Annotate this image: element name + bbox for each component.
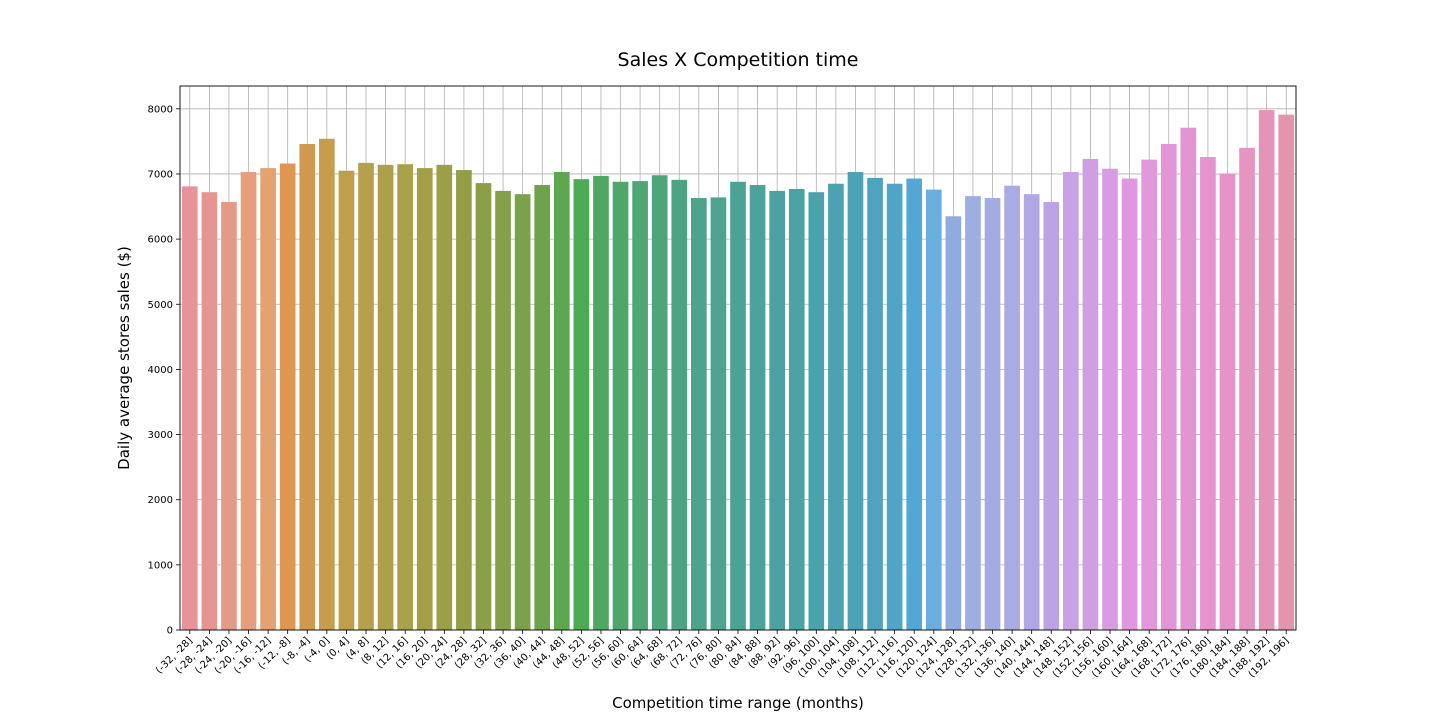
bar — [181, 186, 198, 630]
bar — [436, 164, 453, 631]
bar — [1160, 143, 1177, 631]
bar — [279, 163, 296, 630]
chart-title: Sales X Competition time — [618, 49, 859, 71]
bar — [906, 178, 923, 630]
bar — [475, 183, 492, 630]
bar — [886, 183, 903, 630]
bar — [534, 185, 551, 631]
bar — [828, 183, 844, 630]
y-tick-label: 8000 — [148, 104, 173, 115]
bar — [456, 170, 472, 631]
bar — [358, 162, 374, 630]
y-tick-label: 6000 — [148, 235, 173, 246]
bar — [1082, 158, 1099, 631]
bar — [201, 192, 218, 630]
bar — [651, 175, 668, 630]
y-tick-label: 7000 — [148, 169, 173, 180]
bar — [867, 177, 883, 630]
bar — [1200, 157, 1216, 630]
y-tick-label: 4000 — [148, 365, 173, 376]
bar — [377, 164, 394, 631]
bar — [553, 171, 570, 630]
bar — [1023, 194, 1040, 630]
y-axis-ticks: 0 1000 2000 3000 4000 5000 6000 7000 8000 — [148, 104, 180, 637]
bar — [1043, 201, 1060, 630]
bar — [1004, 185, 1020, 630]
bars — [181, 110, 1295, 631]
bar — [1278, 114, 1295, 630]
bar — [397, 164, 413, 631]
bar — [925, 189, 942, 631]
bar — [965, 196, 981, 630]
bar — [749, 185, 766, 631]
y-axis-label: Daily average stores sales ($) — [115, 246, 133, 470]
bar — [573, 179, 590, 631]
bar — [671, 179, 688, 631]
bar — [808, 192, 825, 630]
bar — [730, 181, 746, 630]
bar — [788, 188, 805, 630]
bar — [319, 138, 335, 631]
bar — [221, 201, 237, 630]
bar — [1121, 178, 1138, 630]
y-tick-label: 3000 — [148, 430, 173, 441]
bar — [691, 198, 707, 630]
bar — [945, 216, 962, 630]
bar — [338, 170, 355, 630]
y-tick-label: 1000 — [148, 560, 173, 571]
bar — [593, 175, 609, 630]
bar — [299, 143, 316, 631]
x-axis-ticks: (-32, -28](-28, -24](-24, -20](-20, -16]… — [154, 630, 1291, 680]
bar — [1180, 127, 1197, 631]
bar — [1141, 159, 1157, 631]
bar — [416, 168, 433, 630]
x-axis-label: Competition time range (months) — [612, 694, 864, 712]
bar — [1219, 173, 1236, 631]
bar — [612, 181, 629, 630]
bar — [495, 190, 511, 630]
bar — [240, 171, 257, 630]
bar — [514, 194, 531, 630]
bar — [769, 190, 785, 630]
y-tick-label: 2000 — [148, 495, 173, 506]
bar — [260, 168, 276, 630]
bar — [632, 181, 648, 630]
y-tick-label: 0 — [167, 626, 173, 637]
bar — [847, 171, 864, 630]
bar — [1239, 147, 1255, 630]
bar — [984, 198, 1001, 630]
bar — [1063, 171, 1079, 630]
bar — [1258, 110, 1275, 630]
bar — [1102, 168, 1118, 630]
y-tick-label: 5000 — [148, 300, 173, 311]
bar — [710, 197, 727, 630]
